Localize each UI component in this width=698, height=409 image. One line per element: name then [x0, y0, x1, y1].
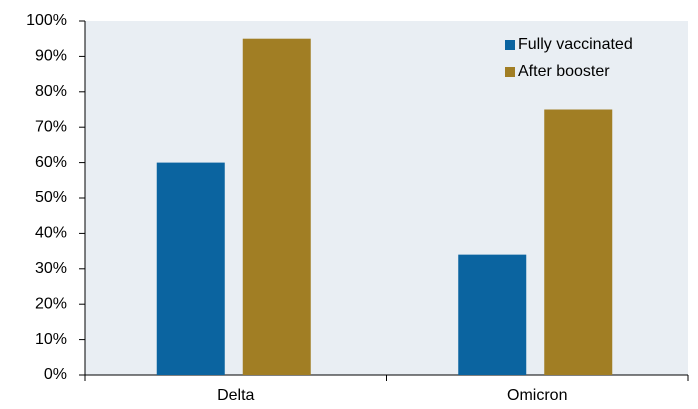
legend-label: Fully vaccinated	[518, 36, 633, 53]
y-tick-label: 10%	[35, 331, 67, 348]
x-tick-label: Delta	[217, 387, 254, 404]
legend-swatch	[505, 40, 515, 50]
bar	[544, 109, 613, 375]
legend-swatch	[505, 67, 515, 77]
y-tick-label: 90%	[35, 48, 67, 65]
legend-label: After booster	[518, 63, 610, 80]
y-tick-label: 0%	[44, 366, 67, 383]
bar	[156, 162, 225, 375]
x-tick-label: Omicron	[507, 387, 567, 404]
y-tick-label: 60%	[35, 154, 67, 171]
bar	[242, 38, 311, 375]
y-tick-label: 70%	[35, 118, 67, 135]
y-tick-label: 40%	[35, 225, 67, 242]
y-tick-label: 100%	[26, 12, 67, 29]
y-tick-label: 20%	[35, 295, 67, 312]
y-tick-label: 50%	[35, 189, 67, 206]
y-tick-label: 80%	[35, 83, 67, 100]
bar	[458, 254, 527, 375]
y-tick-label: 30%	[35, 260, 67, 277]
